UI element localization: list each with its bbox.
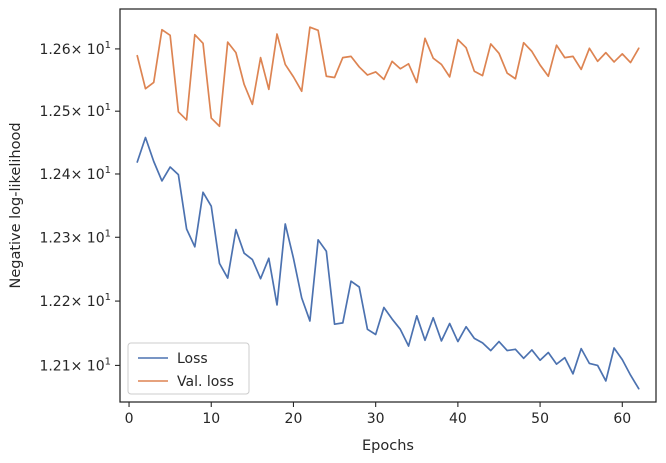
x-axis-ticks: 0 10 20 30 40 50 60 (125, 402, 631, 427)
x-tick-label: 10 (202, 411, 220, 427)
plot-frame (119, 8, 657, 403)
x-axis-label: Epochs (362, 438, 414, 454)
x-tick-label: 60 (613, 411, 631, 427)
legend-val-loss-label: Val. loss (177, 374, 234, 390)
x-tick-label: 30 (367, 411, 385, 427)
series-line-loss (136, 136, 640, 390)
y-tick-label: 1.26× 101 (39, 40, 111, 58)
y-axis-label: Negative log-likelihood (8, 122, 24, 288)
plot-background (120, 9, 656, 402)
y-tick-label: 1.22× 101 (39, 292, 111, 310)
x-tick-label: 20 (285, 411, 303, 427)
y-tick-label: 1.25× 101 (39, 102, 111, 120)
y-axis-ticks: 1.21× 101 1.22× 101 1.23× 101 1.24× 101 1.25… (39, 40, 120, 374)
y-tick-label: 1.24× 101 (39, 165, 111, 183)
x-tick-label: 0 (125, 411, 134, 427)
y-tick-label: 1.23× 101 (39, 228, 111, 246)
x-tick-label: 50 (531, 411, 549, 427)
legend-loss-label: Loss (177, 351, 208, 367)
plot-series (136, 26, 640, 390)
legend: Loss Val. loss (127, 342, 250, 395)
series-line-val-loss (136, 26, 640, 128)
x-tick-label: 40 (449, 411, 467, 427)
y-tick-label: 1.21× 101 (39, 356, 111, 374)
